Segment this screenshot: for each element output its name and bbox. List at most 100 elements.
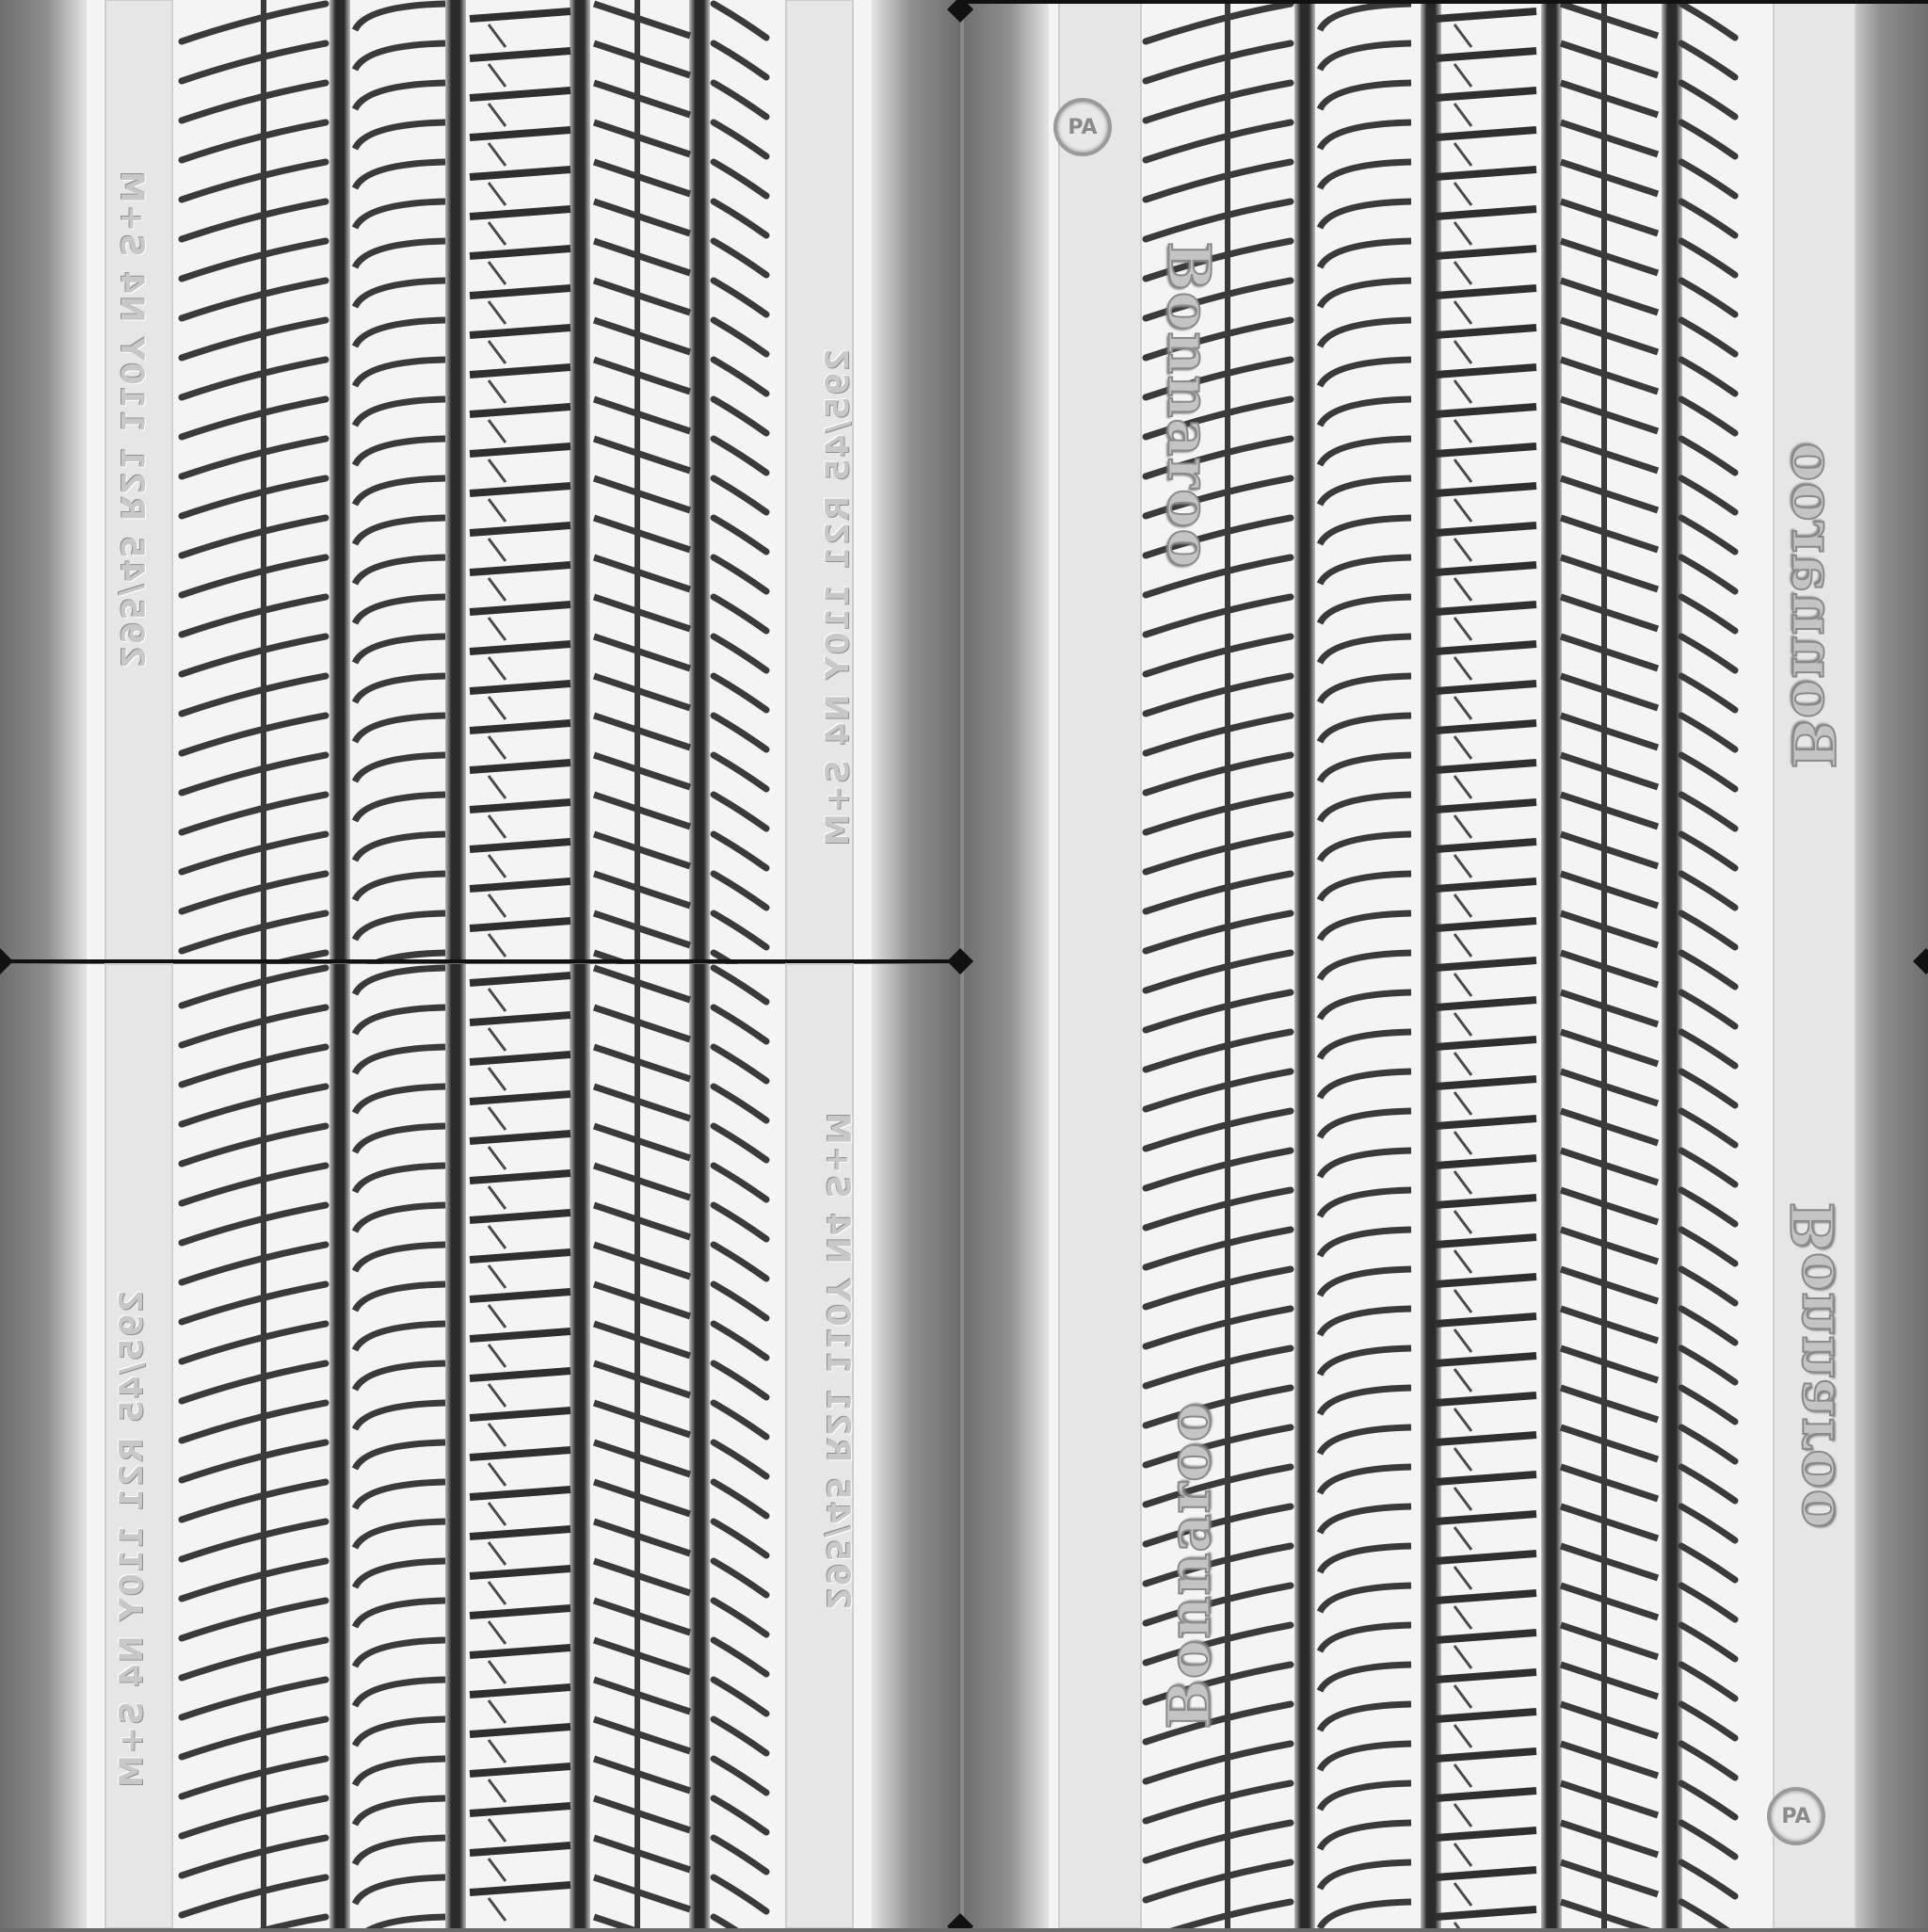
center-sipe <box>487 1541 507 1566</box>
center-block-edge <box>469 1842 571 1857</box>
main-groove-1 <box>1294 0 1315 1928</box>
inner-rib-sipe-left <box>351 830 446 862</box>
inner-rib-sipe-right <box>592 910 692 949</box>
center-block-edge <box>1435 166 1537 181</box>
center-sipe <box>1453 696 1473 720</box>
shoulder-sipe-left <box>1142 633 1294 678</box>
inner-rib-sipe-left <box>351 1162 446 1194</box>
shoulder-sipe-left <box>178 1439 329 1484</box>
shoulder-sipe-left <box>178 40 329 85</box>
center-block-edge <box>1435 522 1537 537</box>
inner-rib-sipe-right <box>592 395 692 435</box>
shoulder-sipe-right <box>710 1795 770 1836</box>
center-block-edge <box>469 1763 571 1778</box>
inner-rib-sipe-right <box>1559 1028 1660 1068</box>
center-sipe <box>1453 1566 1473 1590</box>
inner-rib-sipe-left <box>351 316 446 348</box>
center-block-edge <box>1435 1154 1537 1169</box>
shoulder-sipe-right <box>710 1241 770 1282</box>
center-sipe <box>1453 814 1473 839</box>
shoulder-sipe-left <box>1142 1661 1294 1706</box>
inner-rib-sipe-right <box>1559 989 1660 1028</box>
inner-rib-sipe-right <box>1559 751 1660 791</box>
inner-rib-sipe-right <box>1559 514 1660 554</box>
inner-rib-sipe-right <box>592 277 692 316</box>
inner-rib-sipe-right <box>1559 1463 1660 1503</box>
center-block-edge <box>469 166 571 181</box>
inner-rib-sipe-right <box>592 158 692 198</box>
shoulder-sipe-left <box>178 1597 329 1642</box>
center-sipe <box>487 775 507 799</box>
inner-rib-sipe-right <box>592 1201 692 1241</box>
inner-rib-sipe-left <box>351 751 446 783</box>
shoulder-sipe-left <box>1142 1582 1294 1627</box>
center-block-edge <box>1435 1312 1537 1328</box>
shoulder-sipe-left <box>178 0 329 45</box>
inner-rib-sipe-right <box>592 964 692 1004</box>
shoulder-sipe-right <box>710 1043 770 1085</box>
inner-rib-sipe-right <box>1559 1700 1660 1740</box>
center-sipe <box>487 24 507 48</box>
inner-rib-sipe-right <box>592 514 692 554</box>
center-block-edge <box>1435 798 1537 813</box>
center-sipe <box>1453 1368 1473 1393</box>
shoulder-sipe-right <box>710 1676 770 1717</box>
inner-rib-sipe-right <box>592 1241 692 1280</box>
inner-rib-sipe-right <box>592 435 692 475</box>
center-sipe <box>1453 1526 1473 1551</box>
center-sipe <box>1453 498 1473 523</box>
seam-corner-diamond <box>0 948 13 974</box>
brand-label-left-top: Bonnaroo <box>1154 241 1225 570</box>
center-sipe <box>487 1225 507 1249</box>
inner-rib-sipe-right <box>592 1280 692 1320</box>
inner-rib-sipe-left <box>351 1360 446 1392</box>
badge-bottom: PA <box>1767 1787 1825 1845</box>
seam-corner-diamond <box>947 0 973 23</box>
shoulder-sipe-right <box>710 1715 770 1757</box>
shoulder-sipe-right <box>1678 1779 1739 1821</box>
center-sipe <box>1453 1843 1473 1867</box>
shoulder-sipe-left <box>178 870 329 915</box>
inner-rib-sipe-right <box>1559 119 1660 158</box>
inner-rib-sipe-left <box>351 158 446 190</box>
shoulder-sipe-right <box>710 0 770 41</box>
center-block-edge <box>1435 1550 1537 1565</box>
center-block-edge <box>469 1446 571 1461</box>
shoulder-sipe-right <box>1678 1226 1739 1267</box>
center-sipe <box>1453 894 1473 918</box>
inner-rib-sipe-right <box>1559 910 1660 949</box>
shoulder-sipe-right <box>1678 514 1739 555</box>
center-block-edge <box>469 1486 571 1501</box>
inner-rib-sipe-right <box>592 1004 692 1043</box>
edge-shadow-right <box>872 964 958 1928</box>
inner-rib-sipe-right <box>1559 1305 1660 1344</box>
shoulder-sipe-right <box>710 1478 770 1520</box>
shoulder-sipe-right <box>1678 1107 1739 1149</box>
center-sipe <box>487 577 507 602</box>
center-sipe <box>1453 933 1473 958</box>
center-block-edge <box>469 1130 571 1145</box>
inner-rib-sipe-right <box>1559 712 1660 751</box>
shoulder-sipe-right <box>1678 395 1739 437</box>
center-sipe <box>487 459 507 483</box>
shoulder-sipe-right <box>1678 870 1739 911</box>
inner-rib-sipe-right <box>592 712 692 751</box>
inner-rib-sipe-left <box>351 870 446 902</box>
inner-rib-sipe-right <box>592 1043 692 1083</box>
shoulder-sipe-right <box>710 158 770 200</box>
shoulder-sipe-left <box>178 395 329 441</box>
inner-rib-sipe-left <box>1316 949 1412 981</box>
center-block-edge <box>469 284 571 299</box>
center-block-edge <box>469 1802 571 1817</box>
inner-rib-sipe-left <box>351 198 446 230</box>
center-sipe <box>1453 24 1473 48</box>
center-block-edge <box>1435 601 1537 616</box>
panel-left-bottom <box>0 963 958 1932</box>
inner-rib-sipe-left <box>360 1913 446 1932</box>
center-block-edge <box>1435 284 1537 299</box>
center-block-edge <box>1435 87 1537 102</box>
shoulder-sipe-right <box>710 1439 770 1480</box>
inner-rib-sipe-right <box>1559 79 1660 119</box>
center-sipe <box>1453 379 1473 404</box>
shoulder-sipe-right <box>1678 0 1739 41</box>
